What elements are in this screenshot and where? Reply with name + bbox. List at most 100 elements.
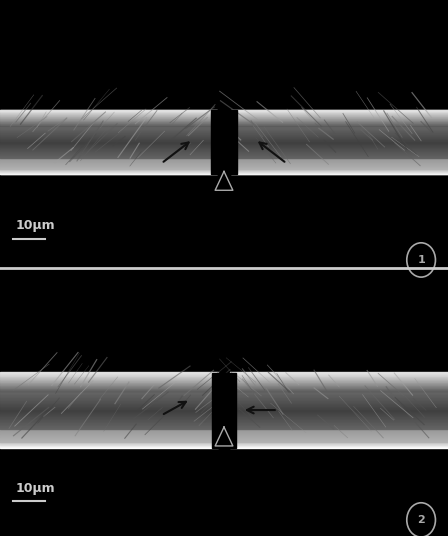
Bar bbox=[230, 378, 448, 379]
Bar bbox=[0, 407, 219, 408]
Bar bbox=[231, 163, 448, 164]
Bar bbox=[230, 405, 448, 406]
Bar bbox=[230, 391, 448, 392]
Bar bbox=[0, 404, 219, 405]
Bar bbox=[0, 381, 219, 382]
Bar bbox=[231, 143, 448, 144]
Bar bbox=[0, 125, 217, 126]
Bar bbox=[0, 411, 219, 412]
Bar bbox=[231, 167, 448, 168]
Bar bbox=[0, 427, 219, 428]
Bar bbox=[0, 160, 217, 161]
Bar bbox=[0, 127, 217, 128]
Bar bbox=[0, 443, 219, 444]
Bar bbox=[0, 151, 217, 152]
Bar bbox=[0, 401, 219, 402]
Bar bbox=[230, 389, 448, 390]
Bar bbox=[230, 428, 448, 429]
Bar bbox=[0, 153, 217, 154]
Bar bbox=[0, 377, 219, 378]
Bar bbox=[0, 375, 219, 376]
Bar bbox=[0, 168, 217, 169]
Bar bbox=[0, 124, 217, 125]
Bar bbox=[0, 140, 217, 142]
Bar bbox=[230, 418, 448, 419]
Bar bbox=[230, 440, 448, 441]
Bar bbox=[231, 145, 448, 146]
Bar bbox=[231, 129, 448, 130]
Bar bbox=[0, 436, 219, 437]
Bar bbox=[0, 416, 219, 417]
Bar bbox=[231, 150, 448, 151]
Bar bbox=[0, 169, 217, 170]
Bar bbox=[231, 137, 448, 138]
Bar bbox=[231, 124, 448, 125]
Bar bbox=[0, 137, 217, 138]
Bar bbox=[230, 429, 448, 430]
Bar bbox=[230, 401, 448, 402]
Bar bbox=[231, 138, 448, 139]
Bar bbox=[230, 413, 448, 414]
Bar bbox=[231, 137, 448, 138]
Bar bbox=[0, 379, 219, 380]
Bar bbox=[231, 136, 448, 137]
Bar bbox=[0, 139, 217, 140]
Bar bbox=[230, 434, 448, 435]
Bar bbox=[0, 166, 217, 167]
Bar bbox=[0, 423, 219, 425]
Bar bbox=[0, 138, 217, 139]
Bar bbox=[0, 110, 217, 111]
Bar bbox=[0, 420, 219, 421]
Bar bbox=[231, 111, 448, 113]
Bar bbox=[0, 383, 219, 384]
Bar bbox=[211, 373, 237, 448]
Bar bbox=[230, 419, 448, 420]
Bar bbox=[231, 172, 448, 173]
Bar bbox=[0, 419, 219, 420]
Bar bbox=[231, 165, 448, 166]
Bar bbox=[0, 134, 217, 135]
Bar bbox=[0, 171, 217, 172]
Bar bbox=[0, 385, 219, 386]
Bar bbox=[0, 433, 219, 434]
Bar bbox=[231, 149, 448, 150]
Bar bbox=[231, 169, 448, 170]
Bar bbox=[230, 400, 448, 401]
Bar bbox=[0, 382, 219, 383]
Bar bbox=[0, 442, 219, 443]
Bar bbox=[0, 418, 219, 419]
Bar bbox=[0, 422, 219, 423]
Bar bbox=[0, 416, 219, 418]
Bar bbox=[0, 161, 217, 162]
Bar bbox=[231, 170, 448, 171]
Bar bbox=[231, 153, 448, 154]
Bar bbox=[230, 426, 448, 427]
Bar bbox=[0, 373, 219, 374]
Bar bbox=[0, 145, 217, 146]
Bar bbox=[0, 446, 219, 448]
Bar bbox=[0, 414, 219, 415]
Bar bbox=[0, 118, 217, 119]
Text: 10μm: 10μm bbox=[16, 482, 55, 495]
Bar bbox=[0, 384, 219, 385]
Bar bbox=[0, 439, 219, 440]
Bar bbox=[231, 140, 448, 141]
Bar bbox=[231, 155, 448, 156]
Bar bbox=[231, 119, 448, 120]
Bar bbox=[230, 397, 448, 398]
Bar bbox=[0, 144, 217, 145]
Bar bbox=[0, 396, 219, 397]
Bar bbox=[0, 146, 217, 147]
Bar bbox=[0, 390, 219, 391]
Bar bbox=[0, 163, 217, 164]
Bar bbox=[231, 158, 448, 159]
Bar bbox=[0, 429, 219, 430]
Bar bbox=[0, 152, 217, 153]
Bar bbox=[0, 425, 219, 426]
Bar bbox=[0, 143, 217, 144]
Bar bbox=[230, 407, 448, 408]
Bar bbox=[231, 154, 448, 155]
Bar bbox=[230, 421, 448, 422]
Bar bbox=[0, 408, 219, 410]
Bar bbox=[230, 384, 448, 385]
